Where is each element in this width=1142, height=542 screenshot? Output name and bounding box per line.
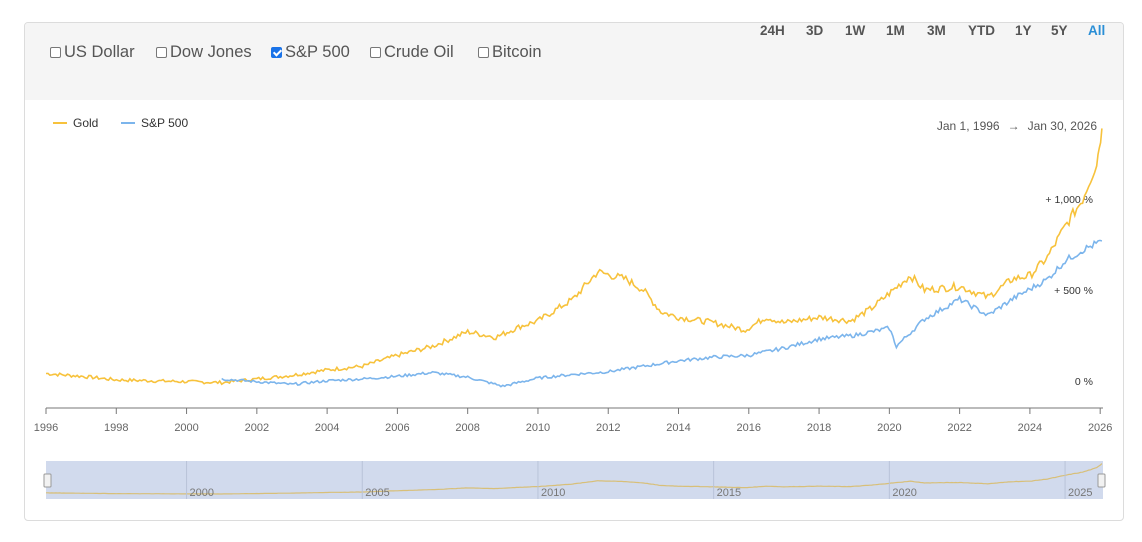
x-axis-tick-label: 2008 (455, 422, 479, 434)
x-axis-tick-label: 2016 (737, 422, 761, 434)
compare-label: S&P 500 (285, 43, 350, 61)
compare-label: Bitcoin (492, 43, 542, 61)
legend-line-icon (53, 122, 67, 124)
navigator-label: 2015 (717, 487, 741, 499)
price-chart-card: US Dollar Dow Jones S&P 500 Crude Oil Bi… (24, 22, 1124, 521)
compare-sp500-checkbox[interactable]: S&P 500 (271, 43, 350, 62)
compare-label: US Dollar (64, 43, 135, 61)
range-1w-button[interactable]: 1W (845, 23, 866, 38)
x-axis-tick-label: 2000 (174, 422, 198, 434)
y-axis-label: + 500 % (1054, 285, 1093, 297)
x-axis-tick-label: 2014 (666, 422, 690, 434)
range-3m-button[interactable]: 3M (927, 23, 946, 38)
range-1m-button[interactable]: 1M (886, 23, 905, 38)
navigator-label: 2010 (541, 487, 565, 499)
x-axis-tick-label: 1996 (34, 422, 58, 434)
x-axis: 1996 1998 2000 2002 2004 2006 2008 2010 2012 2014… (34, 408, 1112, 434)
checkbox-icon (50, 47, 61, 58)
legend-item-gold[interactable]: Gold (53, 116, 98, 130)
range-5y-button[interactable]: 5Y (1051, 23, 1068, 38)
legend-label: Gold (73, 116, 99, 130)
x-axis-tick-label: 1998 (104, 422, 128, 434)
range-1y-button[interactable]: 1Y (1015, 23, 1032, 38)
navigator-label: 2020 (892, 487, 916, 499)
legend-line-icon (121, 122, 135, 124)
x-axis-tick-label: 2018 (807, 422, 831, 434)
checkbox-icon (478, 47, 489, 58)
date-range-display: Jan 1, 1996 → Jan 30, 2026 (937, 119, 1097, 133)
compare-us-dollar-checkbox[interactable]: US Dollar (50, 43, 135, 62)
y-axis-label: 0 % (1075, 376, 1093, 388)
range-all-button[interactable]: All (1088, 23, 1106, 38)
x-axis-tick-label: 2024 (1018, 422, 1042, 434)
compare-label: Crude Oil (384, 43, 454, 61)
range-ytd-button[interactable]: YTD (968, 23, 995, 38)
chart-series (45, 128, 1103, 388)
x-axis-tick-label: 2010 (526, 422, 550, 434)
y-axis-label: + 1,000 % (1045, 194, 1093, 206)
x-axis-tick-label: 2012 (596, 422, 620, 434)
compare-dow-jones-checkbox[interactable]: Dow Jones (156, 43, 252, 62)
checkbox-icon (156, 47, 167, 58)
legend-label: S&P 500 (141, 116, 189, 130)
x-axis-tick-label: 2002 (245, 422, 269, 434)
navigator-handle-left[interactable] (43, 473, 52, 488)
navigator[interactable]: 2000 2005 2010 2015 2020 2025 (43, 461, 1106, 499)
date-range-start: Jan 1, 1996 (936, 119, 1000, 133)
series-line-gold (45, 128, 1103, 386)
chart-toolbar: US Dollar Dow Jones S&P 500 Crude Oil Bi… (25, 23, 1123, 100)
series-line-sp500 (221, 239, 1103, 388)
navigator-label: 2005 (365, 487, 389, 499)
arrow-right-icon: → (1007, 119, 1020, 133)
navigator-label: 2000 (190, 487, 214, 499)
range-3d-button[interactable]: 3D (806, 23, 824, 38)
navigator-series-line (46, 463, 1103, 495)
x-axis-tick-label: 2006 (385, 422, 409, 434)
navigator-mask[interactable] (46, 461, 1103, 499)
range-24h-button[interactable]: 24H (760, 23, 785, 38)
chart-canvas: + 1,000 % + 500 % 0 % 1996 1998 2000 2002 2004… (34, 128, 1112, 499)
compare-crude-oil-checkbox[interactable]: Crude Oil (370, 43, 454, 62)
x-axis-tick-label: 2004 (315, 422, 339, 434)
compare-bitcoin-checkbox[interactable]: Bitcoin (478, 43, 542, 62)
checkbox-icon (370, 47, 381, 58)
date-range-end: Jan 30, 2026 (1027, 119, 1097, 133)
legend-item-sp500[interactable]: S&P 500 (121, 116, 188, 130)
compare-label: Dow Jones (170, 43, 252, 61)
navigator-label: 2025 (1068, 487, 1092, 499)
checkbox-icon (271, 47, 282, 58)
x-axis-tick-label: 2026 (1088, 422, 1112, 434)
x-axis-tick-label: 2022 (947, 422, 971, 434)
x-axis-tick-label: 2020 (877, 422, 901, 434)
navigator-handle-right[interactable] (1097, 473, 1106, 488)
